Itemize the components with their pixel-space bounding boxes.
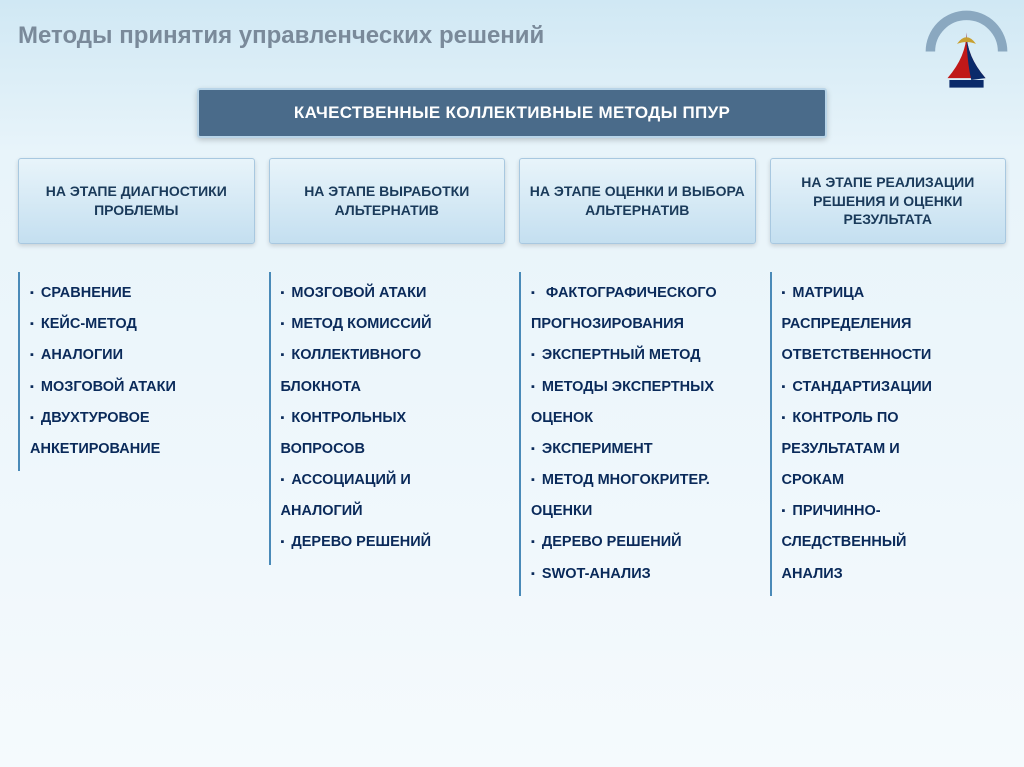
columns-container: НА ЭТАПЕ ДИАГНОСТИКИ ПРОБЛЕМЫ СРАВНЕНИЕК…: [0, 158, 1024, 596]
column-header: НА ЭТАПЕ ОЦЕНКИ И ВЫБОРА АЛЬТЕРНАТИВ: [519, 158, 756, 244]
list-item: МЕТОД МНОГОКРИТЕР.: [531, 465, 752, 496]
column-1: НА ЭТАПЕ ДИАГНОСТИКИ ПРОБЛЕМЫ СРАВНЕНИЕК…: [18, 158, 255, 596]
list-item: АНАЛОГИИ: [30, 340, 251, 371]
list-item: ДЕРЕВО РЕШЕНИЙ: [531, 527, 752, 558]
column-2: НА ЭТАПЕ ВЫРАБОТКИ АЛЬТЕРНАТИВ МОЗГОВОЙ …: [269, 158, 506, 596]
column-body: МАТРИЦАРАСПРЕДЕЛЕНИЯОТВЕТСТВЕННОСТИСТАНД…: [770, 272, 1007, 596]
list-item: АНАЛОГИЙ: [281, 496, 502, 527]
list-item: РЕЗУЛЬТАТАМ И: [782, 434, 1003, 465]
list-item: МОЗГОВОЙ АТАКИ: [30, 372, 251, 403]
list-item: ФАКТОГРАФИЧЕСКОГО: [531, 278, 752, 309]
list-item: ДВУХТУРОВОЕ: [30, 403, 251, 434]
list-item: СТАНДАРТИЗАЦИИ: [782, 372, 1003, 403]
list-item: АССОЦИАЦИЙ И: [281, 465, 502, 496]
list-item: ПРИЧИННО-: [782, 496, 1003, 527]
list-item: ЭКСПЕРИМЕНТ: [531, 434, 752, 465]
column-body: ФАКТОГРАФИЧЕСКОГОПРОГНОЗИРОВАНИЯЭКСПЕРТН…: [519, 272, 756, 596]
column-header: НА ЭТАПЕ ДИАГНОСТИКИ ПРОБЛЕМЫ: [18, 158, 255, 244]
list-item: ОЦЕНКИ: [531, 496, 752, 527]
page-title: Методы принятия управленческих решений: [0, 0, 1024, 50]
list-item: ПРОГНОЗИРОВАНИЯ: [531, 309, 752, 340]
list-item: МАТРИЦА: [782, 278, 1003, 309]
list-item: СЛЕДСТВЕННЫЙ: [782, 527, 1003, 558]
list-item: КОНТРОЛЬНЫХ: [281, 403, 502, 434]
banner: КАЧЕСТВЕННЫЕ КОЛЛЕКТИВНЫЕ МЕТОДЫ ППУР: [197, 88, 827, 138]
list-item: АНАЛИЗ: [782, 559, 1003, 590]
list-item: МЕТОДЫ ЭКСПЕРТНЫХ: [531, 372, 752, 403]
list-item: SWOT-АНАЛИЗ: [531, 559, 752, 590]
column-body: МОЗГОВОЙ АТАКИМЕТОД КОМИССИЙКОЛЛЕКТИВНОГ…: [269, 272, 506, 565]
list-item: МЕТОД КОМИССИЙ: [281, 309, 502, 340]
list-item: МОЗГОВОЙ АТАКИ: [281, 278, 502, 309]
university-logo: [919, 4, 1014, 99]
list-item: АНКЕТИРОВАНИЕ: [30, 434, 251, 465]
list-item: ОЦЕНОК: [531, 403, 752, 434]
column-header: НА ЭТАПЕ РЕАЛИЗАЦИИ РЕШЕНИЯ И ОЦЕНКИ РЕЗ…: [770, 158, 1007, 244]
list-item: ВОПРОСОВ: [281, 434, 502, 465]
list-item: ЭКСПЕРТНЫЙ МЕТОД: [531, 340, 752, 371]
list-item: БЛОКНОТА: [281, 372, 502, 403]
list-item: ОТВЕТСТВЕННОСТИ: [782, 340, 1003, 371]
column-3: НА ЭТАПЕ ОЦЕНКИ И ВЫБОРА АЛЬТЕРНАТИВ ФАК…: [519, 158, 756, 596]
list-item: КОНТРОЛЬ ПО: [782, 403, 1003, 434]
column-4: НА ЭТАПЕ РЕАЛИЗАЦИИ РЕШЕНИЯ И ОЦЕНКИ РЕЗ…: [770, 158, 1007, 596]
list-item: РАСПРЕДЕЛЕНИЯ: [782, 309, 1003, 340]
list-item: СРОКАМ: [782, 465, 1003, 496]
column-header: НА ЭТАПЕ ВЫРАБОТКИ АЛЬТЕРНАТИВ: [269, 158, 506, 244]
list-item: КОЛЛЕКТИВНОГО: [281, 340, 502, 371]
list-item: ДЕРЕВО РЕШЕНИЙ: [281, 527, 502, 558]
list-item: КЕЙС-МЕТОД: [30, 309, 251, 340]
list-item: СРАВНЕНИЕ: [30, 278, 251, 309]
column-body: СРАВНЕНИЕКЕЙС-МЕТОДАНАЛОГИИМОЗГОВОЙ АТАК…: [18, 272, 255, 471]
